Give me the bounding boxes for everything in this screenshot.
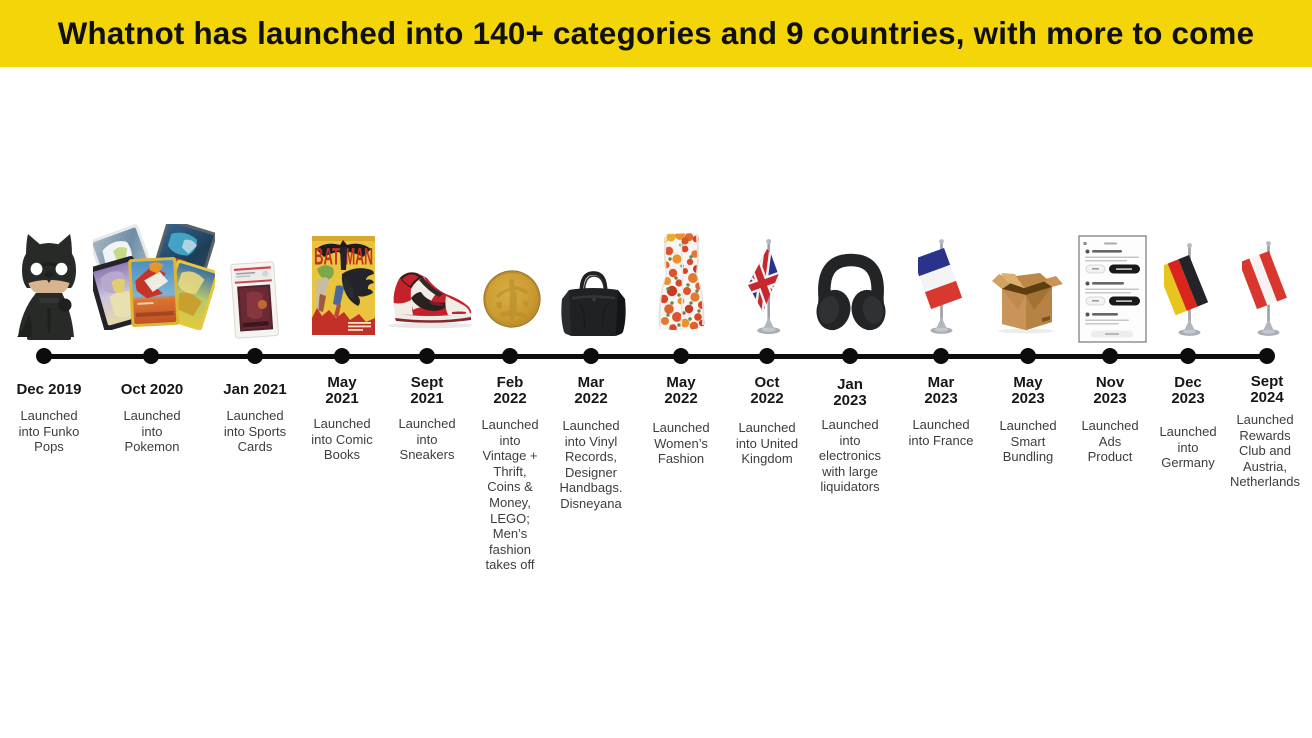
svg-text:MAN: MAN <box>345 243 373 270</box>
